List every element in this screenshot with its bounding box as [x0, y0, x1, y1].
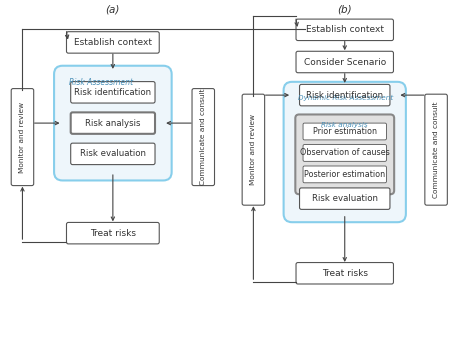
FancyBboxPatch shape: [242, 94, 264, 205]
FancyBboxPatch shape: [303, 145, 386, 161]
FancyBboxPatch shape: [71, 143, 155, 165]
FancyBboxPatch shape: [192, 89, 215, 185]
Text: Communicate and consult: Communicate and consult: [433, 101, 439, 198]
FancyBboxPatch shape: [295, 115, 394, 194]
Text: Treat risks: Treat risks: [322, 269, 368, 278]
Text: Establish context: Establish context: [74, 38, 152, 47]
Text: Observation of causes: Observation of causes: [300, 148, 390, 157]
Text: Posterior estimation: Posterior estimation: [304, 170, 385, 179]
FancyBboxPatch shape: [71, 112, 155, 134]
Text: Risk identification: Risk identification: [306, 91, 383, 100]
Text: Establish context: Establish context: [306, 25, 384, 34]
Text: (a): (a): [106, 5, 120, 15]
FancyBboxPatch shape: [300, 84, 390, 106]
FancyBboxPatch shape: [425, 94, 447, 205]
FancyBboxPatch shape: [66, 32, 159, 53]
Text: Risk Assessment: Risk Assessment: [69, 78, 133, 87]
FancyBboxPatch shape: [71, 82, 155, 103]
Text: (b): (b): [337, 5, 352, 15]
FancyBboxPatch shape: [11, 89, 34, 185]
FancyBboxPatch shape: [303, 166, 386, 183]
FancyBboxPatch shape: [296, 51, 393, 73]
Text: Communicate and consult: Communicate and consult: [201, 89, 206, 185]
Text: Prior estimation: Prior estimation: [313, 127, 377, 136]
Text: Risk analysis: Risk analysis: [85, 119, 141, 128]
Text: Risk identification: Risk identification: [74, 88, 151, 97]
FancyBboxPatch shape: [296, 263, 393, 284]
Text: Risk analysis: Risk analysis: [321, 122, 368, 128]
Text: Risk evaluation: Risk evaluation: [80, 149, 146, 158]
FancyBboxPatch shape: [66, 222, 159, 244]
Text: Treat risks: Treat risks: [90, 229, 136, 238]
Text: Consider Scenario: Consider Scenario: [304, 57, 386, 66]
FancyBboxPatch shape: [300, 188, 390, 209]
FancyBboxPatch shape: [283, 82, 406, 222]
Text: Risk evaluation: Risk evaluation: [312, 194, 378, 203]
FancyBboxPatch shape: [303, 123, 386, 140]
Text: Monitor and review: Monitor and review: [19, 102, 26, 173]
FancyBboxPatch shape: [296, 19, 393, 40]
Text: Monitor and review: Monitor and review: [250, 114, 256, 185]
FancyBboxPatch shape: [54, 66, 172, 181]
Text: Dynamic Risk Assessment: Dynamic Risk Assessment: [298, 94, 393, 101]
